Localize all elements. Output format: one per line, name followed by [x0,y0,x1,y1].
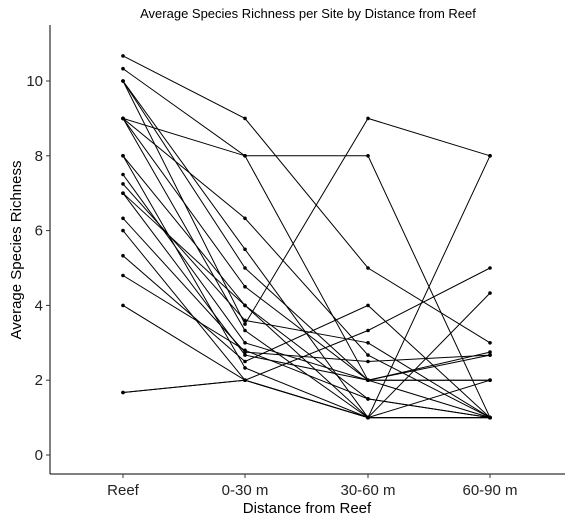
y-axis-ticks: 0 2 4 6 8 10 [26,73,50,464]
data-point [243,247,247,252]
data-point [366,341,370,345]
x-axis-ticks: Reef 0-30 m 30-60 m 60-90 m [107,474,518,499]
data-point [121,253,125,258]
data-point [121,273,125,278]
data-point [488,266,492,270]
x-tick-label: 0-30 m [222,482,269,499]
y-tick-label: 2 [35,372,43,389]
data-point [488,378,492,383]
data-point [243,266,247,270]
data-point [366,116,370,121]
data-point [243,378,247,383]
data-point [366,397,370,401]
x-axis-label: Distance from Reef [243,500,372,517]
data-point [488,415,492,420]
data-point [121,228,125,233]
y-tick-label: 8 [35,148,43,165]
data-point [121,216,125,221]
data-point [366,266,370,270]
data-point [121,66,125,71]
data-point [243,341,247,345]
data-point [121,79,125,83]
data-point [121,390,125,395]
data-point [243,322,247,326]
data-point [243,359,247,364]
data-point [121,154,125,158]
data-point [121,54,125,58]
data-point [366,415,370,420]
data-point [243,284,247,289]
data-point [488,353,492,357]
data-point [488,350,492,354]
data-point [243,366,247,370]
series-line [122,217,491,363]
y-tick-label: 0 [35,447,43,464]
data-point [243,216,247,221]
y-tick-label: 10 [26,73,43,90]
x-tick-label: 30-60 m [340,482,395,499]
series-line [122,183,491,419]
data-point [488,291,492,295]
series-line [122,80,491,326]
data-point [243,348,247,353]
data-point [243,328,247,333]
data-point [121,303,125,308]
data-point [243,318,247,323]
series-line [122,292,491,419]
data-point [243,116,247,121]
data-point [121,172,125,177]
plot-area [121,54,492,420]
series-line [122,275,491,419]
data-point [366,353,370,357]
data-point [243,303,247,308]
data-point [121,191,125,195]
series-line [122,192,491,419]
data-point [488,154,492,158]
x-tick-label: Reef [107,482,140,499]
data-point [366,378,370,383]
series-line [122,118,491,419]
data-point [366,303,370,308]
data-point [121,182,125,186]
series-line [122,255,491,418]
y-axis-label: Average Species Richness [8,161,25,340]
y-tick-label: 6 [35,223,43,240]
series-line [122,55,491,344]
x-tick-label: 60-90 m [462,482,517,499]
data-point [366,359,370,364]
chart-title: Average Species Richness per Site by Dis… [140,6,476,21]
data-point [366,154,370,158]
y-tick-label: 4 [35,297,43,314]
series-line [122,192,490,381]
data-point [121,116,125,121]
data-point [366,328,370,333]
data-point [243,353,247,357]
data-point [243,154,247,158]
series-line [122,80,490,381]
series-line [122,117,491,418]
data-point [488,341,492,345]
series-line [122,68,491,381]
